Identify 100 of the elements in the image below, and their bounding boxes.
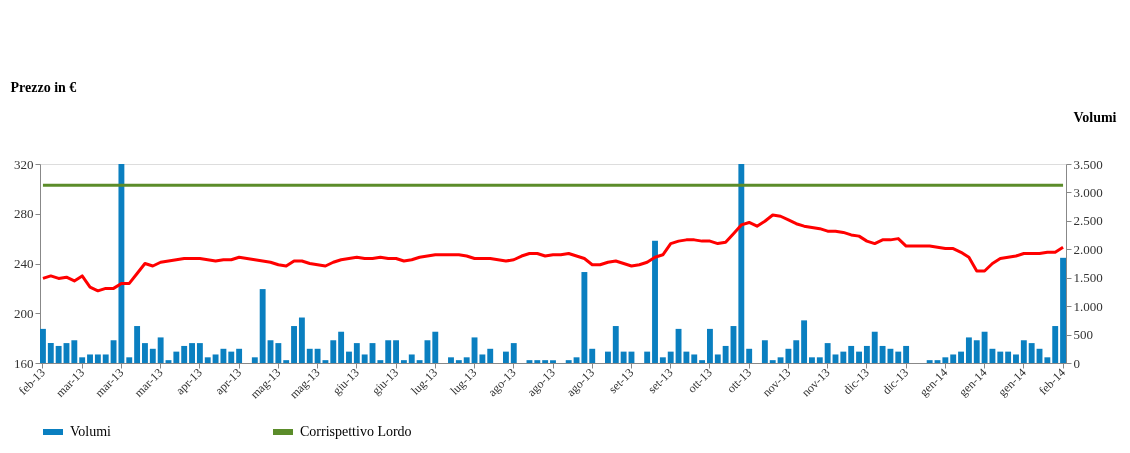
bar [565, 360, 572, 363]
bar [479, 354, 486, 363]
bar [157, 337, 164, 363]
bar [1052, 326, 1059, 363]
bar [502, 351, 509, 363]
bar [714, 354, 721, 363]
y2-tick-label: 500 [1073, 327, 1093, 343]
bar [377, 360, 384, 363]
bar [102, 354, 109, 363]
bar [236, 348, 243, 363]
bar [1060, 257, 1066, 363]
y2-tick-label: 0 [1073, 355, 1080, 371]
bar [204, 357, 211, 363]
bar [181, 345, 188, 363]
y-tick-label: 320 [14, 156, 34, 172]
bar [659, 357, 666, 363]
line-series [41, 213, 1065, 293]
bar [871, 331, 878, 363]
bar [950, 354, 957, 363]
bar [228, 351, 235, 363]
bar [793, 340, 800, 363]
bar [338, 331, 345, 363]
bar [997, 351, 1004, 363]
bar [542, 360, 549, 363]
bar [385, 340, 392, 363]
bar [612, 326, 619, 363]
bar [306, 348, 313, 363]
bar [142, 343, 148, 363]
bar [856, 351, 862, 363]
bar [275, 343, 282, 363]
bar [416, 360, 423, 363]
bar [71, 340, 78, 363]
y-axis-title: Prezzo in € [10, 79, 77, 95]
y-tick-label: 280 [14, 206, 34, 222]
bar [801, 320, 808, 363]
bar [126, 357, 133, 363]
bar [408, 354, 415, 363]
bar [87, 354, 93, 363]
y2-tick-label: 3.000 [1073, 184, 1103, 200]
bar [448, 357, 454, 363]
bar [487, 348, 494, 363]
bar [652, 240, 658, 363]
bar [620, 351, 627, 363]
bar [958, 351, 964, 363]
bar [589, 348, 596, 363]
bar [298, 317, 305, 363]
bar [1005, 351, 1012, 363]
y-tick-label: 160 [14, 355, 34, 371]
bar [761, 340, 768, 363]
bar [699, 360, 706, 363]
bar [746, 348, 753, 363]
bar [973, 340, 980, 363]
bar [361, 354, 368, 363]
bar [926, 360, 933, 363]
bar [863, 345, 870, 363]
bar [832, 354, 839, 363]
bar [809, 357, 815, 363]
y-tick-label: 240 [14, 256, 34, 271]
bar [432, 331, 439, 363]
bar [1020, 340, 1027, 363]
bar [1028, 343, 1035, 363]
bar [942, 357, 949, 363]
bar [667, 351, 674, 363]
bar [581, 272, 588, 363]
bar [259, 289, 266, 363]
bar [283, 360, 290, 363]
y2-axis-title: Volumi [1073, 109, 1117, 125]
bar [149, 348, 156, 363]
y2-tick-label: 3.500 [1073, 156, 1103, 172]
bar [895, 351, 902, 363]
bar [55, 345, 62, 363]
bar [346, 351, 352, 363]
bar [722, 345, 729, 363]
bar [550, 360, 556, 363]
bar [903, 345, 910, 363]
y2-tick-label: 2.500 [1073, 213, 1103, 229]
bar [691, 354, 698, 363]
bar [400, 360, 407, 363]
bar [463, 357, 470, 363]
bar [738, 164, 745, 363]
bar [707, 328, 713, 363]
bar [196, 343, 203, 363]
bar [173, 351, 180, 363]
bar [134, 326, 141, 363]
bar [604, 351, 611, 363]
y2-tick-label: 1.000 [1073, 298, 1103, 314]
bar [683, 351, 690, 363]
bar [79, 357, 86, 363]
bar [189, 343, 195, 363]
bar [251, 357, 258, 363]
bar [353, 343, 360, 363]
y-tick-label: 200 [14, 305, 34, 321]
bar [510, 343, 517, 363]
y2-tick-label: 1.500 [1073, 270, 1103, 286]
legend-label: Corrispettivo Lordo [300, 424, 412, 439]
bar [965, 337, 972, 363]
bar [455, 360, 462, 363]
bar [644, 351, 651, 363]
bar [573, 357, 580, 363]
bar [824, 343, 831, 363]
